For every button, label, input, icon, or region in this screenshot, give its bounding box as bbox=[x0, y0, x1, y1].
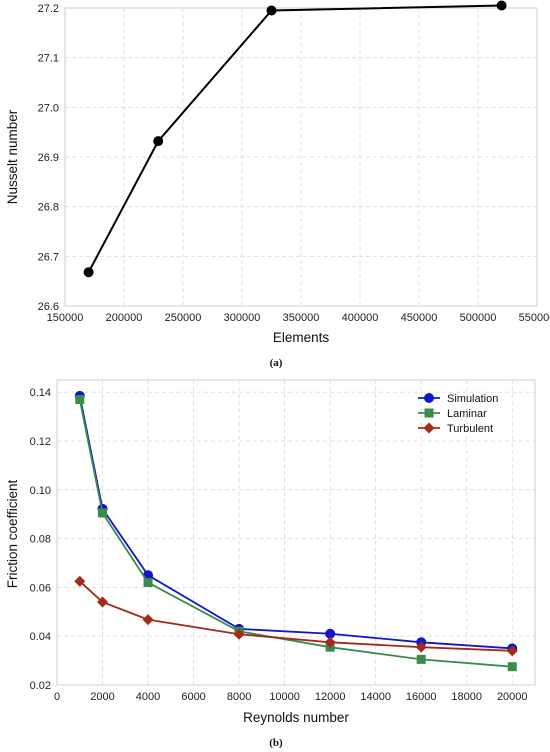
chart-a-x-tick-label: 300000 bbox=[224, 312, 261, 324]
chart-b-x-tick-label: 0 bbox=[54, 691, 60, 703]
chart-b-x-tick-label: 18000 bbox=[451, 691, 482, 703]
chart-b-laminar-point bbox=[416, 654, 426, 664]
chart-b-y-tick-label: 0.06 bbox=[30, 582, 51, 594]
chart-b-x-tick-label: 4000 bbox=[136, 691, 160, 703]
chart-b-caption: (b) bbox=[269, 737, 283, 749]
chart-b-simulation-point bbox=[325, 628, 336, 639]
chart-b-turbulent-point bbox=[233, 628, 245, 640]
chart-a-y-tick-label: 26.6 bbox=[38, 301, 59, 313]
chart-a-y-tick-label: 26.8 bbox=[38, 202, 59, 214]
chart-b-x-tick-label: 20000 bbox=[497, 691, 528, 703]
chart-b-y-tick-label: 0.12 bbox=[30, 436, 51, 448]
chart-a-y-tick-label: 26.9 bbox=[38, 152, 59, 164]
chart-b-turbulent-point bbox=[142, 614, 154, 626]
chart-a-x-tick-label: 550000 bbox=[519, 312, 550, 324]
legend-simulation-marker bbox=[424, 393, 434, 403]
chart-b-laminar-point bbox=[507, 662, 517, 672]
legend-laminar-label: Laminar bbox=[447, 408, 487, 420]
chart-b-x-tick-label: 14000 bbox=[360, 691, 391, 703]
chart-b-turbulent-point bbox=[97, 596, 109, 608]
chart-a-x-axis-label: Elements bbox=[273, 330, 330, 345]
chart-b-y-tick-label: 0.04 bbox=[30, 631, 51, 643]
chart-a-series-line bbox=[87, 4, 502, 273]
chart-a-data-point bbox=[153, 136, 164, 147]
chart-b-laminar-point bbox=[75, 395, 85, 405]
chart-a-x-tick-label: 450000 bbox=[401, 312, 438, 324]
chart-b-y-tick-label: 0.14 bbox=[30, 387, 51, 399]
chart-a-y-axis-label: Nusselt number bbox=[5, 109, 20, 204]
chart-b-y-tick-label: 0.10 bbox=[30, 485, 51, 497]
chart-a-y-tick-label: 27.1 bbox=[38, 53, 59, 65]
chart-b-x-tick-label: 16000 bbox=[406, 691, 437, 703]
chart-b-turbulent-point bbox=[506, 645, 518, 657]
chart-b-tick-labels: 0 2000 4000 6000 8000 10000 12000 14000 16000 180… bbox=[30, 387, 528, 703]
chart-a-y-tick-label: 27.2 bbox=[38, 3, 59, 15]
chart-a-tick-labels: 150000 200000 250000 300000 350000 400000 4500… bbox=[38, 3, 550, 324]
chart-b-y-axis-label: Friction coefficient bbox=[5, 479, 20, 588]
chart-b-legend: Simulation Laminar Turbulent bbox=[418, 393, 498, 435]
chart-a-data-point bbox=[496, 0, 507, 11]
chart-b-turbulent-point bbox=[415, 641, 427, 653]
chart-a-data-point bbox=[266, 5, 277, 16]
chart-a-data-point bbox=[83, 267, 94, 278]
chart-a-x-tick-label: 350000 bbox=[283, 312, 320, 324]
chart-b-y-tick-label: 0.02 bbox=[30, 680, 51, 692]
chart-a-x-tick-label: 500000 bbox=[460, 312, 497, 324]
legend-turbulent-marker bbox=[423, 422, 435, 434]
chart-a-x-tick-label: 400000 bbox=[342, 312, 379, 324]
chart-b-y-tick-label: 0.08 bbox=[30, 534, 51, 546]
chart-b-series bbox=[74, 390, 518, 672]
chart-a-series bbox=[83, 0, 507, 278]
chart-b-turbulent-point bbox=[324, 636, 336, 648]
chart-b-x-tick-label: 8000 bbox=[227, 691, 251, 703]
chart-b-laminar-line bbox=[78, 399, 513, 668]
legend-turbulent-label: Turbulent bbox=[447, 423, 493, 435]
chart-b-x-tick-label: 12000 bbox=[315, 691, 346, 703]
chart-a-nusselt-vs-elements: 150000 200000 250000 300000 350000 400000 4500… bbox=[5, 0, 550, 369]
chart-b-x-axis-label: Reynolds number bbox=[243, 710, 349, 725]
chart-b-x-tick-label: 10000 bbox=[269, 691, 300, 703]
chart-a-plot-area bbox=[64, 7, 538, 307]
chart-b-plot-area bbox=[56, 379, 536, 686]
chart-b-x-tick-label: 6000 bbox=[181, 691, 205, 703]
chart-b-x-tick-label: 2000 bbox=[90, 691, 114, 703]
chart-b-friction-vs-reynolds: 0 2000 4000 6000 8000 10000 12000 14000 16000 180… bbox=[5, 379, 536, 749]
chart-b-laminar-point bbox=[98, 508, 108, 518]
legend-laminar-marker bbox=[424, 408, 434, 418]
chart-a-y-tick-label: 26.7 bbox=[38, 251, 59, 263]
chart-b-laminar-point bbox=[143, 578, 153, 588]
chart-a-caption: (a) bbox=[270, 357, 283, 369]
chart-a-x-tick-label: 250000 bbox=[165, 312, 202, 324]
chart-b-turbulent-point bbox=[74, 575, 86, 587]
chart-a-x-tick-label: 150000 bbox=[47, 312, 84, 324]
chart-a-grid bbox=[64, 7, 538, 307]
chart-a-y-tick-label: 27.0 bbox=[38, 102, 59, 114]
legend-simulation-label: Simulation bbox=[447, 393, 498, 405]
chart-a-x-tick-label: 200000 bbox=[106, 312, 143, 324]
